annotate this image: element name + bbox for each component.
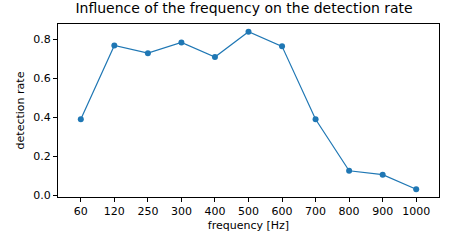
svg-text:120: 120: [104, 205, 125, 218]
svg-text:0.8: 0.8: [33, 33, 51, 46]
svg-text:800: 800: [339, 205, 360, 218]
svg-text:900: 900: [372, 205, 393, 218]
svg-text:0.6: 0.6: [33, 72, 51, 85]
svg-text:500: 500: [238, 205, 259, 218]
svg-text:Influence of the frequency on: Influence of the frequency on the detect…: [75, 0, 412, 16]
svg-text:300: 300: [171, 205, 192, 218]
svg-text:700: 700: [305, 205, 326, 218]
svg-text:0.0: 0.0: [33, 189, 51, 202]
svg-text:detection rate: detection rate: [14, 71, 27, 149]
svg-text:400: 400: [204, 205, 225, 218]
svg-text:0.4: 0.4: [33, 111, 51, 124]
svg-text:0.2: 0.2: [33, 150, 51, 163]
svg-text:250: 250: [137, 205, 158, 218]
svg-text:1000: 1000: [402, 205, 430, 218]
svg-text:60: 60: [74, 205, 88, 218]
svg-text:600: 600: [272, 205, 293, 218]
svg-text:frequency [Hz]: frequency [Hz]: [208, 219, 289, 232]
